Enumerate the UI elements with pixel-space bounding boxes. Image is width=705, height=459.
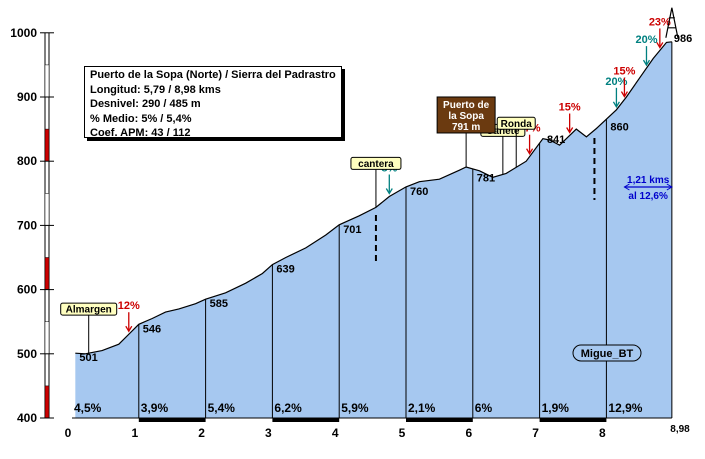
max-gradient-label: 23% [649, 16, 671, 28]
max-gradient-label: 20% [635, 34, 657, 46]
y-axis-band [44, 385, 50, 419]
route-length: Longitud: 5,79 / 8,98 kms [90, 83, 221, 96]
segment-gradient-label: 1,9% [542, 401, 570, 415]
summit-box [436, 96, 496, 134]
x-tick-label: 7 [532, 426, 539, 440]
segment-gradient-label: 5,9% [341, 401, 369, 415]
place-sign-box [60, 302, 118, 316]
max-gradient-arrowhead [385, 188, 393, 195]
max-gradient-label: 15% [559, 102, 581, 114]
x-end-label: 8,98 [670, 424, 690, 435]
altitude-label: 760 [410, 186, 428, 198]
route-gain: Desnivel: 290 / 485 m [90, 98, 201, 110]
x-tick-label: 6 [465, 426, 472, 440]
bracket-arrow-left [623, 183, 630, 191]
bracket-gradient-label: al 12,6% [628, 191, 668, 202]
x-axis-band [406, 418, 473, 422]
segment-gradient-label: 4,5% [74, 401, 102, 415]
route-apm: Coef. APM: 43 / 112 [90, 127, 191, 139]
max-gradient-arrowhead [612, 101, 620, 109]
place-sign-label: Ronda [501, 119, 533, 130]
altitude-label: 639 [276, 264, 294, 276]
bracket-arrow-right [666, 183, 673, 191]
antenna-icon [665, 7, 679, 38]
y-tick-label: 900 [17, 90, 37, 104]
x-tick-label: 1 [131, 426, 138, 440]
altitude-label: 701 [343, 224, 361, 236]
y-axis-band [44, 193, 50, 226]
altitude-label: 781 [477, 172, 495, 184]
altitude-label: 841 [547, 134, 565, 146]
y-tick-label: 600 [17, 283, 37, 297]
max-gradient-arrowhead [620, 91, 628, 98]
y-axis-band [44, 64, 50, 98]
altitude-label: 860 [610, 122, 628, 134]
route-title: Puerto de la Sopa (Norte) / Sierra del P… [90, 69, 336, 81]
x-axis-band [539, 418, 607, 422]
profile-area [75, 41, 672, 419]
x-tick-label: 2 [198, 426, 205, 440]
summit-label-line: Puerto de [443, 100, 490, 111]
y-axis-band [44, 257, 50, 290]
place-sign-box [496, 116, 536, 130]
x-tick-label: 0 [65, 426, 72, 440]
signature-box [572, 344, 642, 362]
route-info-box: Puerto de la Sopa (Norte) / Sierra del P… [84, 66, 342, 139]
y-tick-label: 700 [17, 218, 37, 232]
bracket-length-label: 1,21 kms [627, 175, 670, 186]
x-tick-label: 8 [599, 426, 606, 440]
x-axis-band [138, 418, 206, 422]
place-sign-label: Cañete [486, 126, 520, 137]
place-sign-label: Almargen [66, 305, 112, 316]
max-gradient-label: 12% [118, 300, 140, 312]
max-gradient-arrowhead [125, 325, 133, 333]
summit-label-line: la Sopa [448, 111, 484, 122]
max-gradient-arrowhead [526, 148, 534, 155]
x-tick-label: 3 [265, 426, 272, 440]
y-tick-label: 400 [17, 411, 37, 425]
max-gradient-arrowhead [642, 59, 651, 67]
segment-gradient-label: 2,1% [408, 401, 436, 415]
x-tick-label: 5 [399, 426, 406, 440]
x-axis-band [272, 418, 340, 422]
x-tick-label: 4 [332, 426, 339, 440]
segment-gradient-label: 12,9% [608, 401, 642, 415]
max-gradient-label: 20% [605, 76, 627, 88]
y-tick-label: 800 [17, 154, 37, 168]
segment-gradient-label: 6% [475, 401, 493, 415]
altitude-label: 986 [674, 33, 692, 45]
y-axis-band [44, 128, 50, 162]
y-tick-label: 500 [17, 347, 37, 361]
max-gradient-arrowhead [566, 127, 574, 134]
altitude-label: 546 [143, 323, 161, 335]
y-axis-band [44, 321, 50, 355]
max-gradient-arrowhead [656, 42, 664, 49]
max-gradient-label: 15% [613, 66, 635, 78]
y-tick-label: 1000 [10, 26, 37, 40]
segment-gradient-label: 3,9% [141, 401, 169, 415]
signature-label: Migue_BT [581, 348, 634, 360]
place-sign-box [350, 156, 402, 170]
segment-gradient-label: 6,2% [274, 401, 302, 415]
place-sign-label: cantera [358, 159, 394, 170]
segment-gradient-label: 5,4% [208, 401, 236, 415]
altitude-label: 501 [79, 352, 97, 364]
route-avg-gradient: % Medio: 5% / 5,4% [90, 112, 192, 125]
altitude-label: 585 [210, 298, 228, 310]
summit-label-line: 791 m [452, 122, 480, 133]
